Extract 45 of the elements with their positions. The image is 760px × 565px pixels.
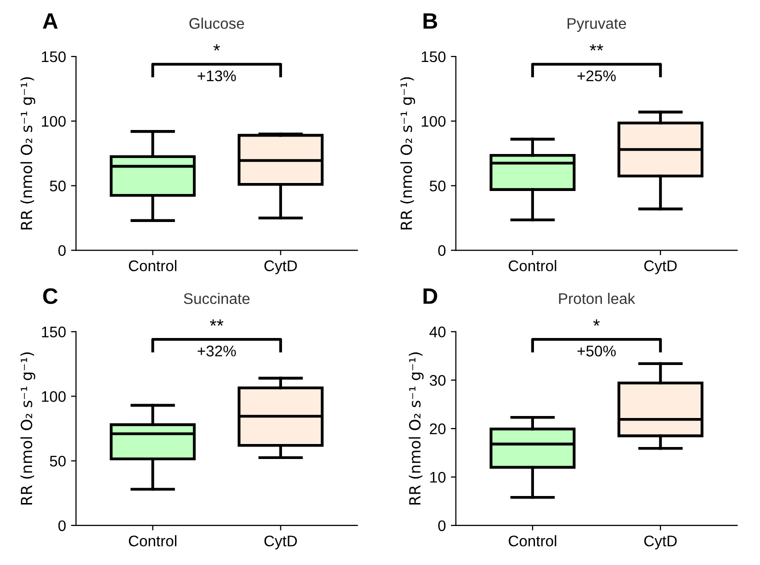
text: A bbox=[42, 13, 58, 29]
chart-title: Glucose bbox=[189, 18, 244, 29]
chart-title: Proton leak bbox=[559, 292, 636, 304]
text: ** bbox=[590, 44, 604, 51]
x-tick-label: CytD bbox=[264, 536, 297, 550]
annotation: +32% bbox=[198, 346, 236, 356]
text: ** bbox=[210, 319, 224, 326]
y-tick-label: 50 bbox=[50, 180, 66, 192]
chart-title: Succinate bbox=[184, 292, 250, 304]
y-tick-label: 30 bbox=[430, 374, 446, 386]
x-tick-label: Control bbox=[508, 260, 556, 272]
y-tick-label: 100 bbox=[42, 116, 66, 127]
y-tick-label: 100 bbox=[422, 116, 446, 127]
y-tick-label: 100 bbox=[42, 391, 66, 402]
y-tick-label: 0 bbox=[58, 245, 66, 256]
x-tick-label: Control bbox=[128, 535, 176, 546]
y-tick-label: 150 bbox=[42, 326, 66, 338]
annotation: +50% bbox=[578, 346, 616, 356]
x-tick-label: Control bbox=[508, 535, 556, 546]
x-tick-label: CytD bbox=[644, 260, 677, 274]
x-tick-label: CytD bbox=[644, 536, 677, 550]
y-tick-label: 10 bbox=[430, 472, 446, 483]
text: C bbox=[43, 288, 58, 304]
y-tick-label: 150 bbox=[42, 51, 66, 62]
text: * bbox=[213, 44, 220, 51]
y-axis-title: RR (nmol O₂ s⁻¹ g⁻¹) bbox=[400, 77, 416, 230]
text: D bbox=[424, 288, 438, 304]
y-axis-title: RR (nmol O₂ s⁻¹ g⁻¹) bbox=[20, 352, 36, 505]
x-tick-label: Control bbox=[128, 260, 176, 272]
annotation: +25% bbox=[578, 70, 616, 82]
x-tick-label: CytD bbox=[264, 260, 297, 274]
y-axis-title: RR (nmol O₂ s⁻¹ g⁻¹) bbox=[408, 352, 424, 505]
y-tick-label: 20 bbox=[430, 423, 446, 434]
y-tick-label: 0 bbox=[438, 520, 446, 532]
y-tick-label: 0 bbox=[58, 520, 66, 532]
text: * bbox=[593, 319, 600, 326]
y-tick-label: 40 bbox=[429, 326, 446, 338]
y-tick-label: 0 bbox=[438, 245, 446, 256]
annotation: +13% bbox=[198, 70, 236, 82]
y-tick-label: 50 bbox=[50, 456, 66, 467]
chart-title: Pyruvate bbox=[568, 18, 626, 32]
y-axis-title: RR (nmol O₂ s⁻¹ g⁻¹) bbox=[20, 77, 36, 230]
y-tick-label: 150 bbox=[422, 51, 446, 62]
y-tick-label: 50 bbox=[430, 180, 446, 192]
text: B bbox=[424, 13, 438, 29]
